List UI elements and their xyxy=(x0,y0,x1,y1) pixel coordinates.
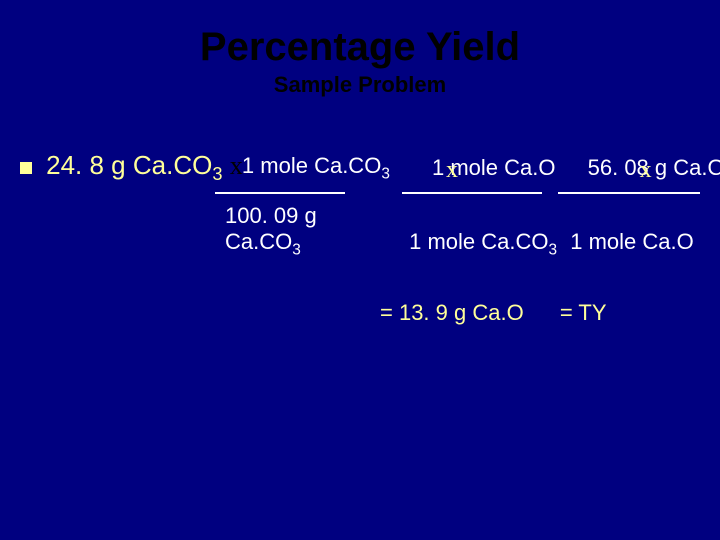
fraction-3-numerator: 56. 08 g Ca.O x xyxy=(588,155,720,181)
multiply-2: x xyxy=(446,157,458,184)
fraction-1-denominator: 100. 09 g Ca.CO3 xyxy=(225,203,365,259)
result-row: = 13. 9 g Ca.O = TY xyxy=(380,300,607,326)
fraction-2-numerator: 1 mole Ca.O x xyxy=(432,155,556,181)
fraction-bar-3 xyxy=(558,192,700,194)
result-value: = 13. 9 g Ca.O xyxy=(380,300,524,325)
fraction-1-numerator: 1 mole Ca.CO3 xyxy=(242,153,390,183)
equation-row-denominators: 100. 09 g Ca.CO3 1 mole Ca.CO3 1 mole Ca… xyxy=(225,203,700,259)
problem-content: 24. 8 g Ca.CO3 x 1 mole Ca.CO3 1 mole Ca… xyxy=(20,150,700,260)
fraction-bar-1 xyxy=(215,192,345,194)
fraction-2-denominator: 1 mole Ca.CO3 xyxy=(409,229,564,259)
result-label: = TY xyxy=(560,300,607,325)
slide-title: Percentage Yield xyxy=(30,25,690,70)
slide: Percentage Yield Sample Problem 24. 8 g … xyxy=(0,0,720,540)
fraction-bar-2 xyxy=(402,192,542,194)
equation-row-numerators: 24. 8 g Ca.CO3 x 1 mole Ca.CO3 1 mole Ca… xyxy=(20,150,700,185)
multiply-1: x xyxy=(230,151,243,180)
bullet-icon xyxy=(20,162,32,174)
fraction-3-denominator: 1 mole Ca.O xyxy=(570,229,720,255)
slide-subtitle: Sample Problem xyxy=(30,72,690,98)
multiply-3: x xyxy=(640,157,652,184)
given-mass: 24. 8 g Ca.CO3 x xyxy=(46,150,250,180)
